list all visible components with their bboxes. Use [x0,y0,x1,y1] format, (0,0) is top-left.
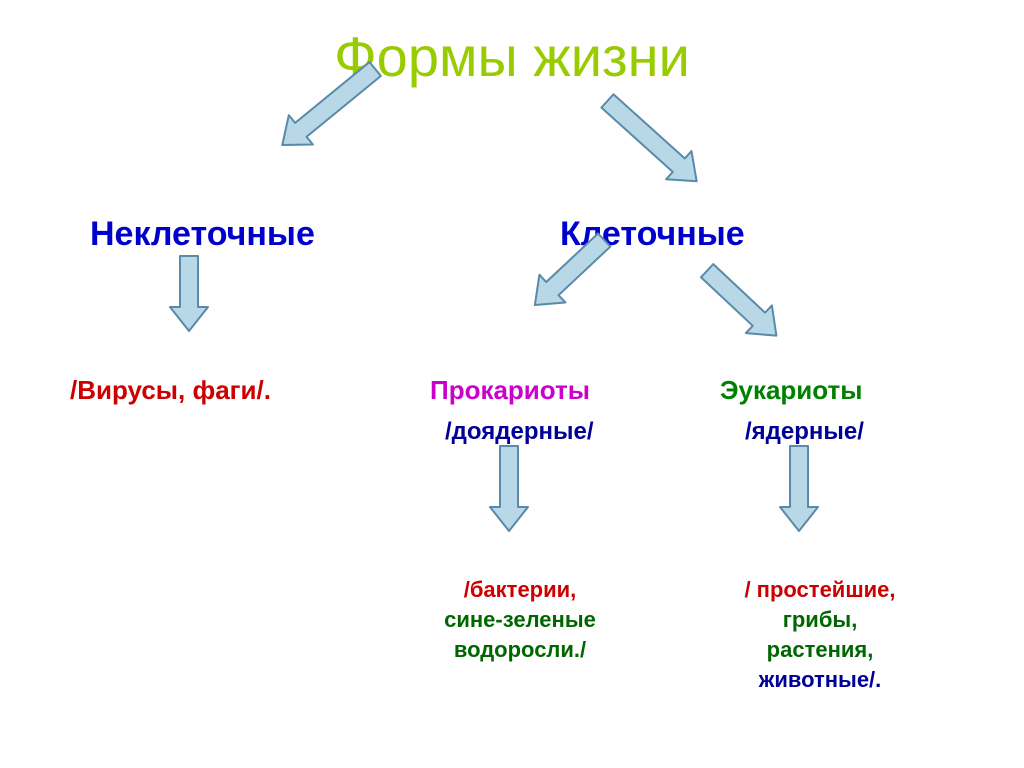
arrow [778,444,820,533]
node-eukaryote_examples-line: животные/. [700,665,940,695]
diagram-title: Формы жизни [0,24,1024,89]
node-bacteria-line: /бактерии, [400,575,640,605]
arrow [691,254,792,352]
node-bacteria: /бактерии,сине-зеленыеводоросли./ [400,575,640,665]
node-eukaryote_examples-line: грибы, [700,605,940,635]
node-nuclear: /ядерные/ [745,418,864,446]
arrow [592,84,712,198]
node-bacteria-line: сине-зеленые [400,605,640,635]
node-viruses: /Вирусы, фаги/. [70,375,271,406]
node-eukaryotes: Эукариоты [720,375,862,406]
node-bacteria-line: водоросли./ [400,635,640,665]
node-eukaryote_examples-line: / простейшие, [700,575,940,605]
node-eukaryote_examples: / простейшие,грибы,растения,животные/. [700,575,940,695]
node-noncellular: Неклеточные [90,215,315,254]
node-prenuclear: /доядерные/ [445,418,594,446]
node-eukaryote_examples-line: растения, [700,635,940,665]
arrow [488,444,530,533]
arrow [168,254,210,333]
node-prokaryotes: Прокариоты [430,375,590,406]
